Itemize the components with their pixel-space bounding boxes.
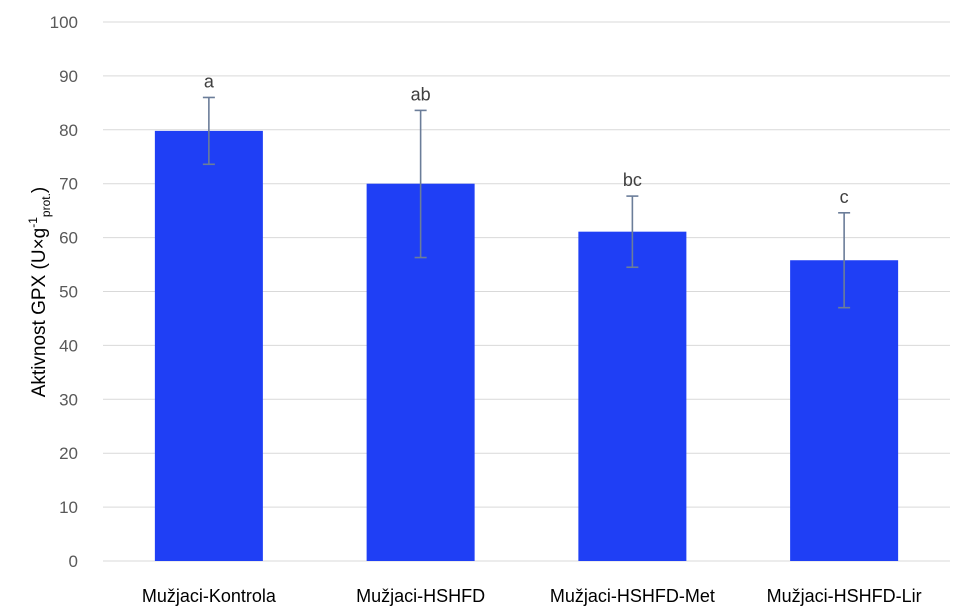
y-tick-label: 100 — [50, 13, 78, 32]
error-bar — [838, 212, 851, 309]
y-tick-label: 20 — [59, 444, 78, 463]
significance-label: a — [204, 71, 215, 91]
y-tick-label: 10 — [59, 498, 78, 517]
category-label: Mužjaci-HSHFD-Lir — [767, 586, 922, 606]
category-label: Mužjaci-HSHFD-Met — [550, 586, 715, 606]
significance-label: bc — [623, 170, 642, 190]
significance-labels: a ab bc c — [204, 71, 849, 206]
significance-label: ab — [411, 84, 431, 104]
y-axis-label: Aktivnost GPX (U×g-1prot.) — [26, 187, 53, 398]
error-bars — [202, 96, 851, 309]
category-label: Mužjaci-Kontrola — [142, 586, 277, 606]
y-tick-label: 60 — [59, 229, 78, 248]
category-label: Mužjaci-HSHFD — [356, 586, 485, 606]
significance-label: c — [840, 187, 849, 207]
error-bar — [202, 96, 215, 166]
y-tick-label: 70 — [59, 175, 78, 194]
x-axis-categories: Mužjaci-Kontrola Mužjaci-HSHFD Mužjaci-HSH… — [142, 586, 922, 606]
error-bar — [626, 195, 639, 269]
bar — [790, 260, 899, 561]
y-tick-label: 50 — [59, 283, 78, 302]
y-tick-label: 0 — [69, 552, 78, 571]
y-axis-ticks: 0 10 20 30 40 50 60 70 80 90 100 — [50, 13, 78, 571]
y-tick-label: 40 — [59, 336, 78, 355]
bar — [154, 130, 263, 562]
bar — [578, 231, 687, 561]
y-tick-label: 30 — [59, 390, 78, 409]
error-bar — [414, 109, 427, 259]
y-tick-label: 90 — [59, 67, 78, 86]
bars — [154, 130, 899, 562]
y-tick-label: 80 — [59, 121, 78, 140]
